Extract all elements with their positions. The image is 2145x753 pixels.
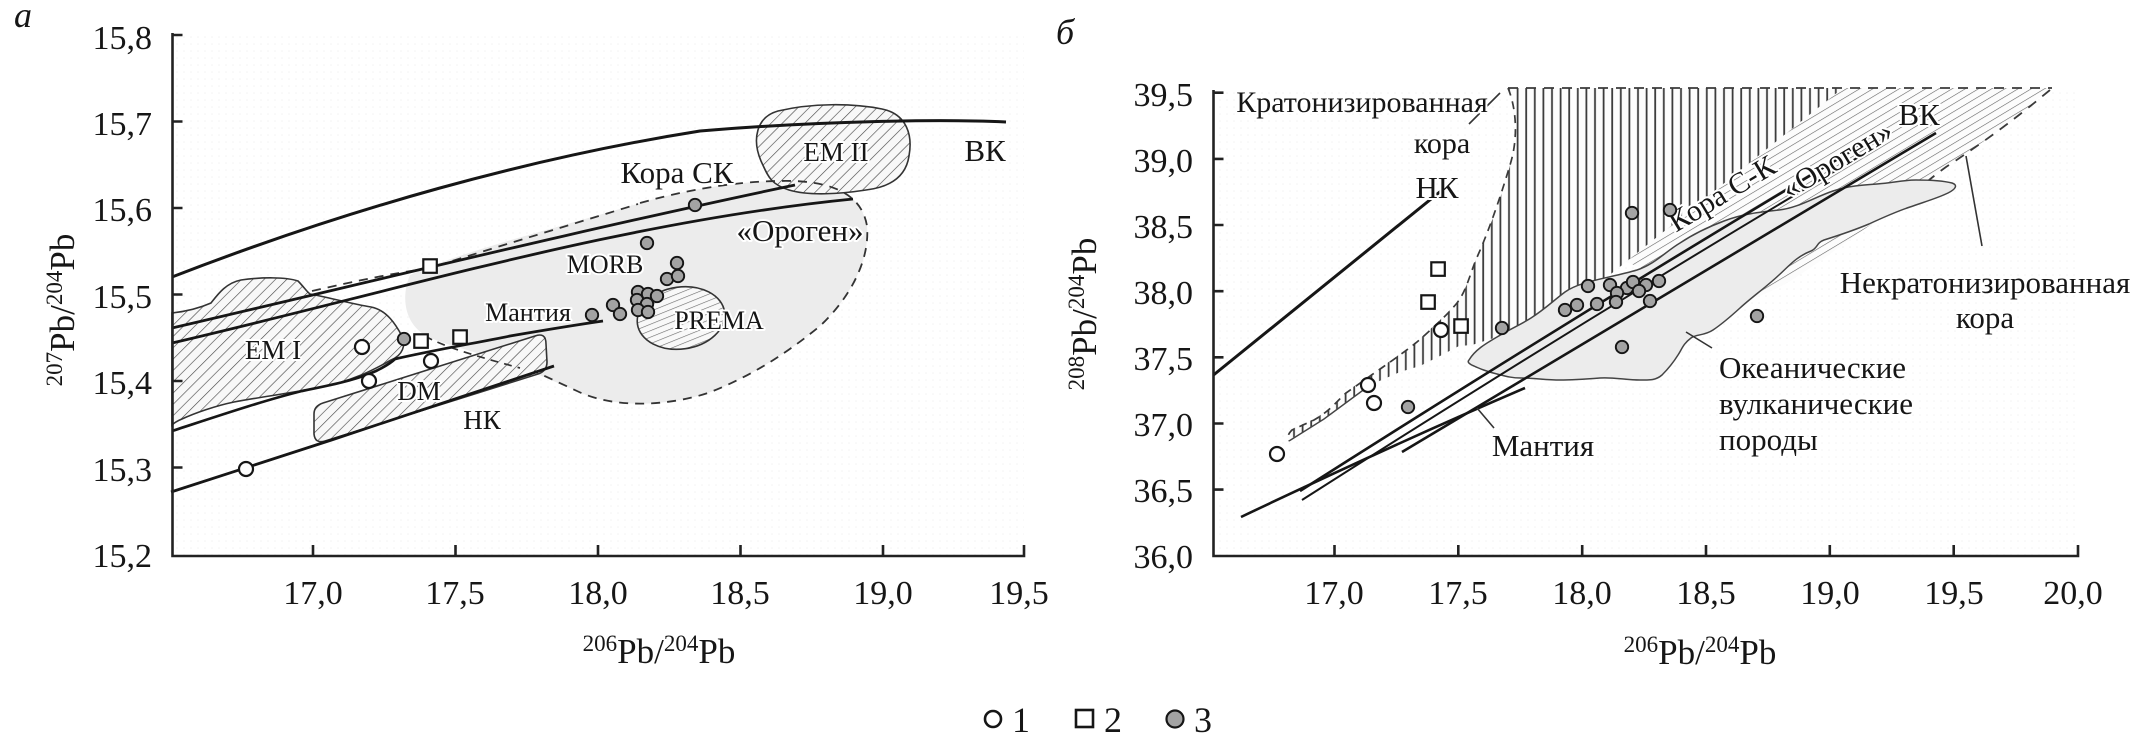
svg-text:Мантия: Мантия (1492, 428, 1594, 463)
svg-text:1: 1 (1012, 700, 1030, 740)
svg-text:а: а (14, 0, 32, 35)
svg-text:Некратонизированная: Некратонизированная (1840, 265, 2131, 300)
svg-text:207Pb/204Pb: 207Pb/204Pb (42, 234, 82, 387)
svg-text:DM: DM (397, 376, 441, 406)
svg-text:19,0: 19,0 (853, 575, 913, 612)
svg-text:206Pb/204Pb: 206Pb/204Pb (583, 631, 736, 671)
svg-text:36,5: 36,5 (1134, 473, 1194, 510)
svg-text:НК: НК (1415, 170, 1458, 205)
svg-text:15,2: 15,2 (93, 538, 153, 575)
svg-text:Кратонизированная: Кратонизированная (1236, 86, 1488, 119)
svg-text:15,8: 15,8 (93, 20, 153, 57)
svg-text:39,5: 39,5 (1134, 77, 1194, 114)
svg-text:19,0: 19,0 (1800, 575, 1860, 612)
svg-text:Океанические: Океанические (1719, 350, 1906, 385)
svg-text:ВК: ВК (1898, 97, 1940, 132)
svg-text:17,0: 17,0 (1304, 575, 1364, 612)
svg-text:EM I: EM I (245, 335, 301, 365)
svg-text:ВК: ВК (964, 133, 1006, 168)
svg-text:2: 2 (1104, 700, 1122, 740)
svg-text:Кора СК: Кора СК (621, 155, 734, 190)
svg-text:37,0: 37,0 (1134, 407, 1194, 444)
svg-text:Мантия: Мантия (485, 298, 571, 327)
svg-text:20,0: 20,0 (2043, 575, 2103, 612)
svg-text:19,5: 19,5 (989, 575, 1049, 612)
svg-text:НК: НК (463, 405, 501, 435)
svg-text:кора: кора (1956, 300, 2014, 335)
svg-text:18,5: 18,5 (710, 575, 770, 612)
svg-text:PREMA: PREMA (674, 306, 764, 335)
svg-text:15,4: 15,4 (93, 365, 153, 402)
svg-text:17,5: 17,5 (425, 575, 485, 612)
svg-text:«Ороген»: «Ороген» (736, 213, 863, 248)
svg-text:породы: породы (1719, 422, 1818, 457)
svg-text:39,0: 39,0 (1134, 143, 1194, 180)
svg-text:15,5: 15,5 (93, 279, 153, 316)
svg-text:кора: кора (1414, 127, 1470, 160)
svg-text:б: б (1056, 12, 1076, 52)
svg-text:EM II: EM II (803, 137, 868, 167)
svg-text:19,5: 19,5 (1924, 575, 1984, 612)
svg-text:18,0: 18,0 (568, 575, 628, 612)
svg-text:208Pb/204Pb: 208Pb/204Pb (1064, 238, 1104, 391)
svg-text:17,5: 17,5 (1428, 575, 1488, 612)
svg-text:MORB: MORB (567, 250, 644, 279)
svg-text:37,5: 37,5 (1134, 341, 1194, 378)
svg-text:вулканические: вулканические (1719, 386, 1913, 421)
svg-text:36,0: 36,0 (1134, 539, 1194, 576)
svg-text:38,0: 38,0 (1134, 275, 1194, 312)
svg-text:17,0: 17,0 (283, 575, 343, 612)
svg-text:15,3: 15,3 (93, 452, 153, 489)
svg-text:15,7: 15,7 (93, 106, 153, 143)
svg-text:206Pb/204Pb: 206Pb/204Pb (1624, 632, 1777, 672)
svg-text:18,0: 18,0 (1552, 575, 1612, 612)
svg-text:38,5: 38,5 (1134, 209, 1194, 246)
svg-text:15,6: 15,6 (93, 192, 153, 229)
svg-text:3: 3 (1194, 700, 1212, 740)
svg-text:18,5: 18,5 (1676, 575, 1736, 612)
